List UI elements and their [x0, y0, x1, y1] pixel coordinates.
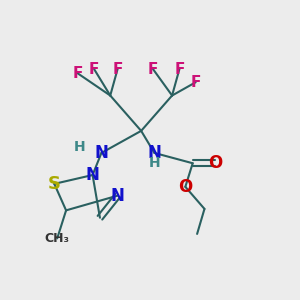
Text: S: S: [48, 175, 61, 193]
Text: H: H: [148, 156, 160, 170]
Text: O: O: [208, 154, 222, 172]
Text: F: F: [89, 61, 99, 76]
Text: N: N: [148, 144, 161, 162]
Text: F: F: [190, 75, 201, 90]
Text: CH₃: CH₃: [45, 232, 70, 245]
Text: F: F: [73, 66, 83, 81]
Text: O: O: [178, 178, 193, 196]
Text: N: N: [111, 187, 124, 205]
Text: F: F: [112, 61, 123, 76]
Text: H: H: [74, 140, 85, 154]
Text: F: F: [148, 61, 158, 76]
Text: N: N: [94, 144, 108, 162]
Text: N: N: [85, 166, 100, 184]
Text: F: F: [174, 61, 184, 76]
